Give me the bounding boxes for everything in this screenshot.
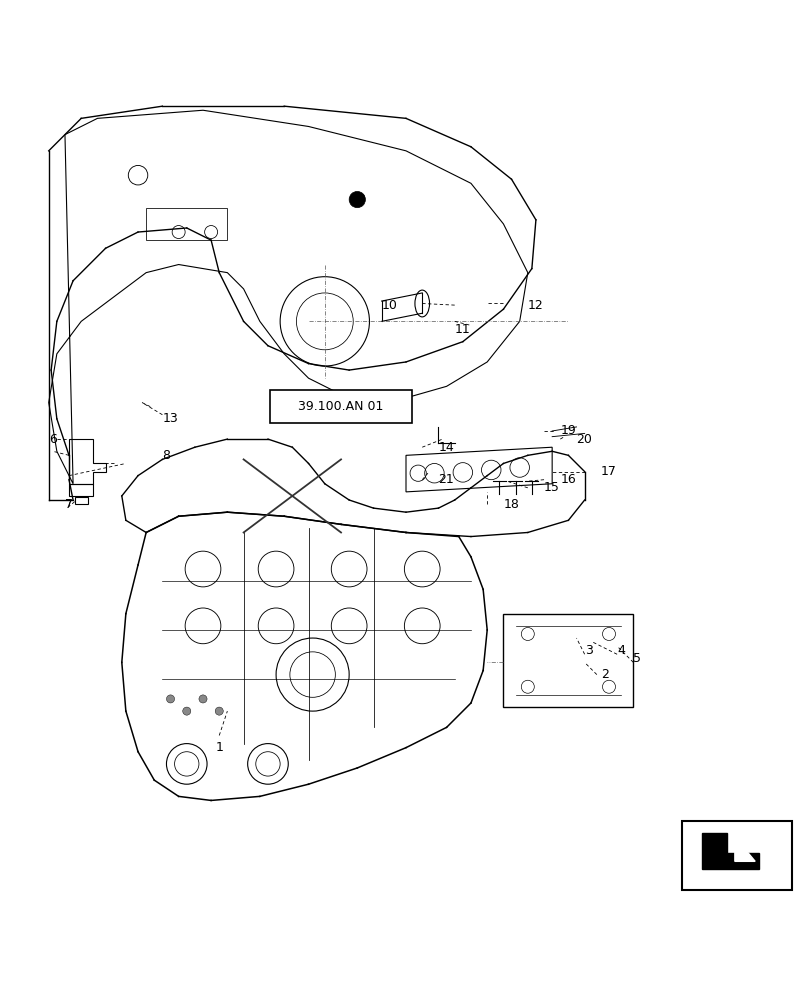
Text: 5: 5	[633, 652, 641, 665]
Text: 11: 11	[454, 323, 470, 336]
Polygon shape	[702, 833, 758, 869]
Text: 3: 3	[584, 644, 592, 657]
Text: 16: 16	[560, 473, 575, 486]
Text: 8: 8	[162, 449, 170, 462]
Text: 14: 14	[438, 441, 453, 454]
Text: 4: 4	[616, 644, 624, 657]
Circle shape	[182, 707, 191, 715]
Text: 21: 21	[438, 473, 453, 486]
Circle shape	[199, 695, 207, 703]
Text: 20: 20	[576, 433, 592, 446]
Polygon shape	[734, 837, 754, 861]
Circle shape	[349, 191, 365, 208]
Text: 39.100.AN 01: 39.100.AN 01	[298, 400, 384, 413]
Text: 13: 13	[162, 412, 178, 425]
Text: 18: 18	[503, 498, 519, 511]
Text: 10: 10	[381, 299, 397, 312]
FancyBboxPatch shape	[270, 390, 411, 423]
Text: 9: 9	[357, 193, 365, 206]
Circle shape	[215, 707, 223, 715]
Text: 7: 7	[65, 498, 73, 511]
Text: 17: 17	[600, 465, 616, 478]
Text: 2: 2	[600, 668, 608, 681]
Circle shape	[166, 695, 174, 703]
Text: 12: 12	[527, 299, 543, 312]
Text: 6: 6	[49, 433, 57, 446]
Text: 1: 1	[215, 741, 223, 754]
Text: 19: 19	[560, 424, 575, 437]
Bar	[681, 821, 791, 890]
Text: 15: 15	[543, 481, 560, 494]
